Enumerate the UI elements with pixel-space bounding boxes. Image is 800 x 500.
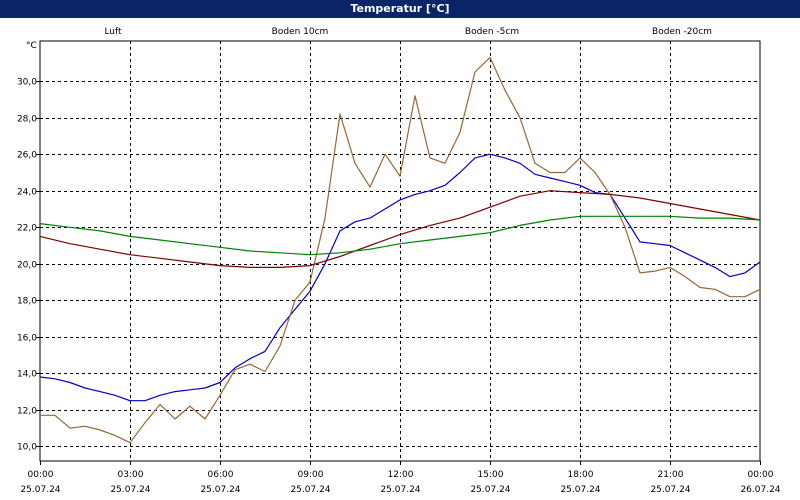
x-tick-label-date: 25.07.24 [290, 485, 330, 495]
x-tick-label-time: 12:00 [388, 470, 414, 480]
y-tick-label: 30,0 [17, 78, 37, 88]
x-tick-label-time: 00:00 [28, 470, 54, 480]
chart-title: Temperatur [°C] [0, 0, 800, 18]
series-line [40, 56, 761, 444]
legend-entry: Boden 10cm [272, 27, 329, 37]
x-tick-label-date: 25.07.24 [560, 485, 600, 495]
x-tick-label-time: 00:00 [748, 470, 774, 480]
y-tick-label: 22,0 [17, 224, 37, 234]
y-tick-label: 10,0 [17, 443, 37, 453]
x-tick-label-date: 25.07.24 [470, 485, 510, 495]
axes: 10,0 12,0 14,0 16,0 18,0 20,0 22,0 24,0 26,0 28,0… [17, 78, 781, 496]
y-tick-label: 14,0 [17, 370, 37, 380]
x-tick-label-date: 25.07.24 [20, 485, 60, 495]
series [39, 56, 761, 444]
legend-entry: Boden -20cm [652, 27, 712, 37]
legend-entry: Luft [104, 27, 122, 37]
x-tick-label-time: 06:00 [208, 470, 234, 480]
series-line [39, 190, 761, 268]
y-tick-label: 26,0 [17, 151, 37, 161]
x-tick-label-time: 15:00 [478, 470, 504, 480]
x-tick-label-time: 03:00 [118, 470, 144, 480]
x-tick-label-time: 18:00 [568, 470, 594, 480]
y-tick-label: 18,0 [17, 297, 37, 307]
y-tick-label: 24,0 [17, 188, 37, 198]
legend-entry: Boden -5cm [465, 27, 519, 37]
series-line [39, 215, 761, 256]
x-tick-label-date: 25.07.24 [200, 485, 240, 495]
y-tick-label: 20,0 [17, 261, 37, 271]
grid [40, 41, 760, 461]
x-tick-label-date: 25.07.24 [110, 485, 150, 495]
x-tick-label-time: 21:00 [658, 470, 684, 480]
x-tick-label-date: 25.07.24 [650, 485, 690, 495]
y-tick-label: 28,0 [17, 115, 37, 125]
x-tick-label-date: 25.07.24 [380, 485, 420, 495]
x-tick-label-date: 26.07.24 [740, 485, 780, 495]
legend: Luft Boden 10cm Boden -5cm Boden -20cm [104, 27, 712, 37]
y-tick-label: 16,0 [17, 334, 37, 344]
y-tick-label: 12,0 [17, 407, 37, 417]
series-line [39, 153, 761, 402]
x-tick-label-time: 09:00 [298, 470, 324, 480]
y-axis-label: °C [26, 41, 37, 51]
